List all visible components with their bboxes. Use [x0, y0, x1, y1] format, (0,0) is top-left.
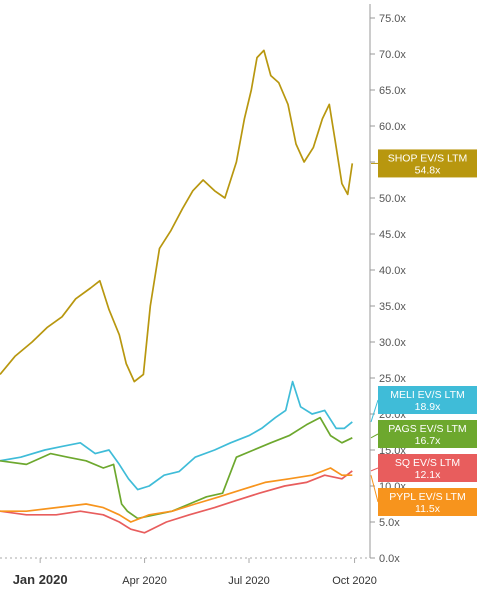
tag-box [378, 386, 477, 414]
tag-title: SHOP EV/S LTM [388, 152, 468, 164]
y-tick-label: 60.0x [379, 121, 406, 133]
y-tick-label: 35.0x [379, 301, 406, 313]
y-tick-label: 5.0x [379, 517, 400, 529]
series-line-pypl [0, 467, 353, 523]
series-line-sq [0, 470, 353, 534]
tag-box [378, 149, 477, 178]
tag-box [378, 420, 477, 448]
y-tick-label: 30.0x [379, 337, 406, 349]
tag-value: 18.9x [415, 401, 441, 413]
tag-value: 16.7x [415, 435, 441, 447]
tag-value: 12.1x [415, 469, 441, 481]
tag-title: MELI EV/S LTM [390, 389, 465, 401]
y-tick-label: 75.0x [379, 13, 406, 25]
tag-connector [370, 399, 379, 423]
x-tick-label: Jan 2020 [13, 572, 68, 587]
x-tick-label: Jul 2020 [228, 575, 270, 587]
tag-box [378, 488, 477, 516]
y-tick-label: 45.0x [379, 229, 406, 241]
tag-value: 11.5x [415, 503, 441, 515]
tag-connector [370, 475, 379, 503]
y-tick-label: 25.0x [379, 373, 406, 385]
series-line-meli [0, 380, 353, 491]
plot-area [0, 49, 354, 534]
tag-connector [370, 433, 379, 439]
y-tick-label: 40.0x [379, 265, 406, 277]
y-tick-label: 65.0x [379, 85, 406, 97]
series-line-pags [0, 416, 353, 520]
series-line-shop [0, 49, 354, 383]
x-tick-label: Apr 2020 [122, 575, 167, 587]
tag-title: PAGS EV/S LTM [388, 423, 466, 435]
tag-value: 54.8x [415, 164, 441, 176]
x-tick-label: Oct 2020 [332, 575, 377, 587]
x-axis: Jan 2020 Apr 2020 Jul 2020 Oct 2020 [0, 557, 377, 587]
tag-box [378, 454, 477, 482]
tag-title: SQ EV/S LTM [395, 457, 460, 469]
y-tick-label: 70.0x [379, 49, 406, 61]
tag-connector [370, 467, 379, 472]
y-tick-label: 50.0x [379, 193, 406, 205]
tag-title: PYPL EV/S LTM [389, 491, 465, 503]
y-tick-label: 0.0x [379, 553, 400, 565]
